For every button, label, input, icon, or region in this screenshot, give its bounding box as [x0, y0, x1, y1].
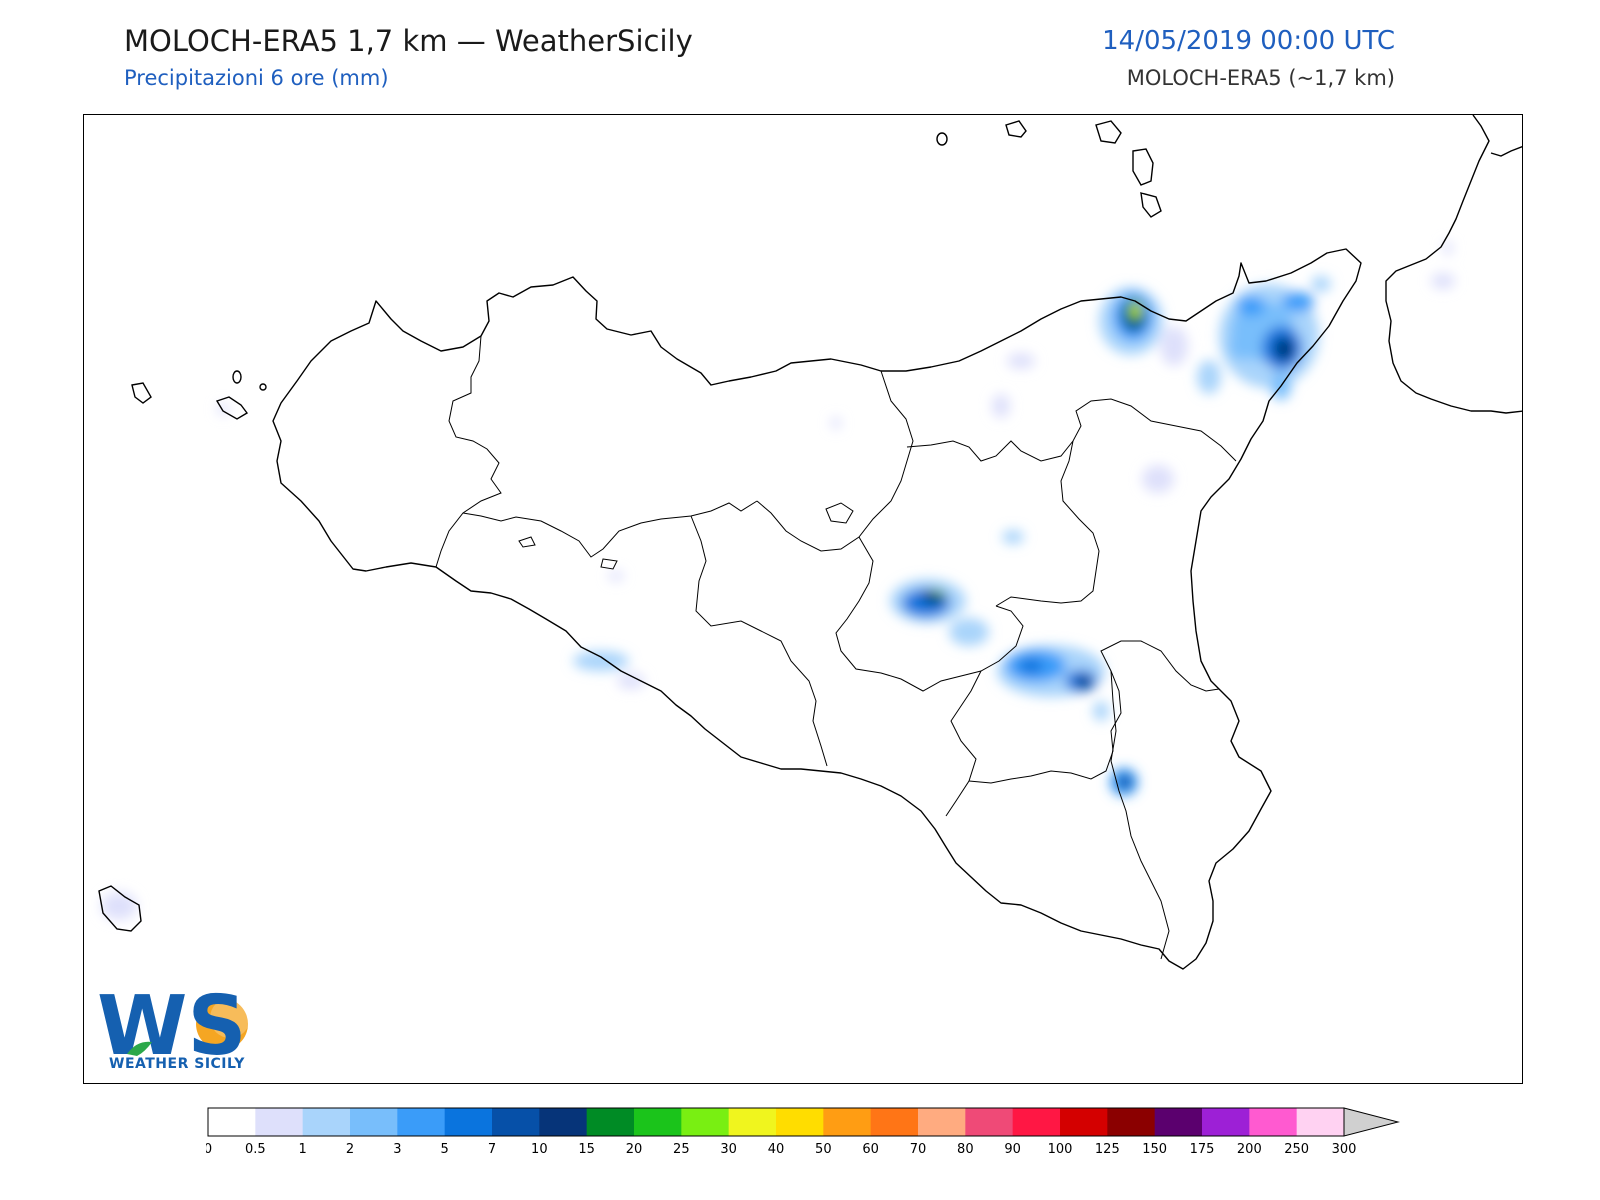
legend-tick-label: 25	[673, 1142, 690, 1156]
legend-swatch	[681, 1108, 730, 1136]
legend-swatch	[634, 1108, 682, 1136]
legend-tick-label: 15	[578, 1142, 595, 1156]
precip-blob	[1443, 241, 1453, 255]
precip-blob	[1229, 332, 1253, 360]
legend-tick-label: 10	[531, 1142, 548, 1156]
legend-tick-label: 0	[206, 1142, 212, 1156]
logo-name: WEATHER SICILY	[109, 1056, 245, 1072]
precip-blob	[1093, 701, 1109, 721]
legend-tick-label: 60	[862, 1142, 879, 1156]
province-boundaries	[435, 335, 1237, 960]
forecast-datetime: 14/05/2019 00:00 UTC	[1102, 26, 1395, 56]
precip-blob	[1431, 273, 1455, 289]
legend-tick-label: 150	[1142, 1142, 1167, 1156]
legend-tick-label: 0.5	[245, 1142, 266, 1156]
legend-extend-arrow	[1343, 1107, 1400, 1137]
precip-blob	[949, 618, 989, 646]
legend-swatch	[918, 1108, 966, 1136]
legend-swatch	[870, 1108, 919, 1136]
legend-tick-label: 50	[815, 1142, 832, 1156]
legend-tick-label: 300	[1332, 1142, 1357, 1156]
legend-swatch	[823, 1108, 872, 1136]
calabria-inner-coast	[1490, 146, 1522, 157]
logo-letters: WS	[97, 982, 247, 1074]
map-title: MOLOCH-ERA5 1,7 km — WeatherSicily	[124, 24, 693, 58]
precip-field	[101, 241, 1455, 920]
egadi-islands	[131, 370, 267, 420]
legend-tick-label: 2	[346, 1142, 354, 1156]
legend-tick-label: 90	[1004, 1142, 1021, 1156]
map-canvas	[98, 115, 1522, 970]
legend-tick-label: 100	[1048, 1142, 1073, 1156]
legend-border	[207, 1107, 1345, 1137]
legend-tick-label: 30	[720, 1142, 737, 1156]
aeolian-islands	[936, 120, 1162, 218]
legend-tick-label: 5	[441, 1142, 449, 1156]
legend-swatch	[1296, 1108, 1345, 1136]
legend-tick-label: 250	[1284, 1142, 1309, 1156]
precip-blob	[932, 590, 944, 598]
legend-tick-label: 125	[1095, 1142, 1120, 1156]
legend-swatch	[965, 1108, 1014, 1136]
precip-blob	[1118, 774, 1132, 790]
sicily-coastline	[272, 248, 1362, 970]
model-label: MOLOCH-ERA5 (~1,7 km)	[1126, 66, 1395, 90]
legend-swatch	[586, 1108, 635, 1136]
precip-blob	[1282, 292, 1314, 312]
legend-swatch	[302, 1108, 351, 1136]
precip-blob	[1132, 304, 1140, 316]
legend-swatch	[728, 1108, 777, 1136]
legend-swatch	[444, 1108, 493, 1136]
precip-blob	[1160, 326, 1188, 366]
legend-tick-label: 175	[1190, 1142, 1215, 1156]
legend-tick-label: 1	[299, 1142, 307, 1156]
legend-swatch	[1249, 1108, 1298, 1136]
map-panel	[83, 114, 1523, 1084]
legend-swatch	[1060, 1108, 1108, 1136]
pantelleria-island	[98, 885, 142, 932]
legend-swatch	[1202, 1108, 1250, 1136]
legend-tick-label: 70	[910, 1142, 927, 1156]
legend-tick-label: 200	[1237, 1142, 1262, 1156]
precip-blob	[1142, 465, 1174, 493]
legend-swatch	[255, 1108, 304, 1136]
legend-tick-label: 3	[393, 1142, 401, 1156]
precip-blob	[573, 651, 629, 671]
legend-swatch	[350, 1108, 398, 1136]
precip-blob	[1007, 353, 1035, 369]
legend-swatch	[539, 1108, 588, 1136]
legend-tick-label: 20	[626, 1142, 643, 1156]
legend-tick-label: 80	[957, 1142, 974, 1156]
precip-blob	[1002, 530, 1024, 544]
precip-blob	[1019, 658, 1043, 674]
precip-blob	[1076, 676, 1092, 688]
precip-blob	[1197, 360, 1221, 394]
legend-swatch	[208, 1108, 256, 1136]
weathersicily-logo-icon: WS	[97, 982, 250, 1074]
legend-tick-label: 40	[768, 1142, 785, 1156]
legend-swatch	[492, 1108, 540, 1136]
legend-swatch	[1012, 1108, 1061, 1136]
precip-blob	[608, 571, 624, 581]
precip-blob	[1274, 337, 1294, 361]
precip-blob	[831, 417, 841, 429]
legend-swatch	[1154, 1108, 1203, 1136]
legend-swatch	[1107, 1108, 1156, 1136]
precip-blob	[101, 892, 137, 920]
legend-swatch	[397, 1108, 446, 1136]
color-scale-legend: 0 0.5 1 2 3 5 7 10 15 20 25 30 40 50 60 70 80 90 100 125 150…	[206, 1107, 1400, 1156]
map-subtitle: Precipitazioni 6 ore (mm)	[124, 66, 389, 90]
precip-blob	[617, 673, 645, 689]
legend-tick-label: 7	[488, 1142, 496, 1156]
precip-blob	[1311, 276, 1331, 292]
calabria-coastline	[1385, 115, 1522, 414]
precip-blob	[992, 394, 1010, 418]
inland-lakes	[518, 502, 854, 570]
precip-blob	[1237, 296, 1265, 316]
legend-swatch	[776, 1108, 824, 1136]
